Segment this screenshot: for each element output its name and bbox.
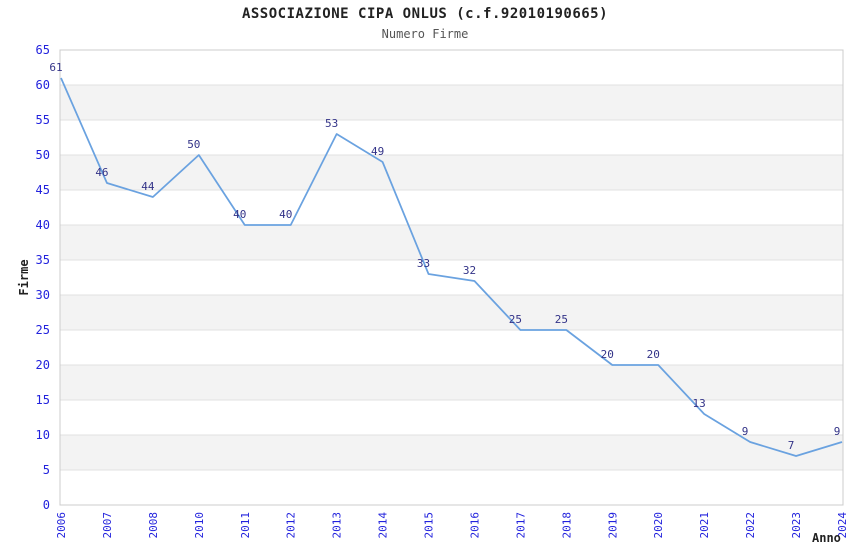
x-tick-label: 2020 — [652, 512, 665, 539]
x-tick-label: 2012 — [285, 512, 298, 539]
point-label: 9 — [742, 425, 749, 438]
y-tick-label: 0 — [43, 498, 50, 512]
x-axis-title: Anno — [812, 531, 841, 545]
grid-band — [60, 85, 843, 120]
point-label: 13 — [693, 397, 706, 410]
y-tick-label: 5 — [43, 463, 50, 477]
y-tick-label: 10 — [36, 428, 50, 442]
x-tick-label: 2022 — [744, 512, 757, 539]
point-label: 46 — [95, 166, 108, 179]
y-tick-label: 60 — [36, 78, 50, 92]
chart-subtitle: Numero Firme — [381, 27, 469, 41]
x-tick-label: 2015 — [423, 512, 436, 539]
plot-border — [59, 49, 844, 506]
y-tick-label: 45 — [36, 183, 50, 197]
x-tick-label: 2014 — [377, 512, 390, 539]
point-label: 61 — [49, 61, 62, 74]
x-tick-label: 2016 — [468, 512, 481, 539]
x-tick-label: 2007 — [101, 512, 114, 539]
grid-band — [60, 225, 843, 260]
data-line — [60, 77, 843, 457]
x-tick-label: 2024 — [836, 512, 849, 539]
y-tick-label: 35 — [36, 253, 50, 267]
point-label: 25 — [555, 313, 568, 326]
x-tick-label: 2010 — [193, 512, 206, 539]
chart-title: ASSOCIAZIONE CIPA ONLUS (c.f.92010190665… — [241, 6, 609, 22]
y-tick-label: 65 — [36, 43, 50, 57]
point-label: 32 — [463, 264, 476, 277]
y-axis-title: Firme — [17, 259, 31, 295]
point-label: 44 — [141, 180, 155, 193]
x-tick-label: 2006 — [55, 512, 68, 539]
grid-band — [60, 295, 843, 330]
x-tick-label: 2021 — [698, 512, 711, 539]
x-tick-label: 2018 — [560, 512, 573, 539]
y-tick-label: 50 — [36, 148, 50, 162]
point-label: 7 — [788, 439, 795, 452]
y-tick-label: 20 — [36, 358, 50, 372]
x-tick-label: 2008 — [147, 512, 160, 539]
point-label: 53 — [325, 117, 338, 130]
grid-band — [60, 435, 843, 470]
y-tick-label: 15 — [36, 393, 50, 407]
point-label: 49 — [371, 145, 384, 158]
point-label: 40 — [279, 208, 292, 221]
grid-band — [60, 155, 843, 190]
y-tick-label: 30 — [36, 288, 50, 302]
x-tick-label: 2011 — [239, 512, 252, 539]
y-tick-label: 55 — [36, 113, 50, 127]
y-tick-label: 40 — [36, 218, 50, 232]
point-label: 33 — [417, 257, 430, 270]
y-tick-label: 25 — [36, 323, 50, 337]
point-label: 20 — [647, 348, 660, 361]
x-tick-label: 2017 — [514, 512, 527, 539]
x-tick-label: 2019 — [606, 512, 619, 539]
x-tick-label: 2013 — [331, 512, 344, 539]
point-label: 50 — [187, 138, 200, 151]
point-label: 9 — [834, 425, 841, 438]
point-label: 40 — [233, 208, 246, 221]
point-label: 25 — [509, 313, 522, 326]
x-tick-label: 2023 — [790, 512, 803, 539]
grid-band — [60, 365, 843, 400]
point-label: 20 — [601, 348, 614, 361]
